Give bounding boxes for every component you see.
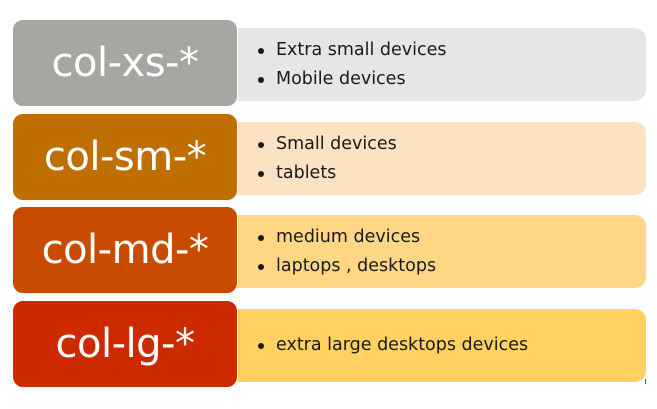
divider <box>645 379 646 384</box>
row-col-md: medium devices laptops , desktops col-md… <box>12 206 646 294</box>
bullet-item: Small devices <box>258 130 646 159</box>
row-col-lg: extra large desktops devices col-lg-* <box>12 300 646 388</box>
bullet-list: Extra small devices Mobile devices <box>258 36 646 94</box>
bullet-item: Mobile devices <box>258 65 646 94</box>
description-panel: extra large desktops devices <box>222 309 646 382</box>
description-panel: Extra small devices Mobile devices <box>222 28 646 101</box>
class-label-box: col-md-* <box>12 206 238 294</box>
bullet-item: extra large desktops devices <box>258 331 646 360</box>
row-col-sm: Small devices tablets col-sm-* <box>12 113 646 201</box>
description-panel: medium devices laptops , desktops <box>222 215 646 288</box>
row-col-xs: Extra small devices Mobile devices col-x… <box>12 19 646 107</box>
bullet-item: Extra small devices <box>258 36 646 65</box>
bullet-item: tablets <box>258 159 646 188</box>
class-label-box: col-sm-* <box>12 113 238 201</box>
description-panel: Small devices tablets <box>222 122 646 195</box>
bullet-list: Small devices tablets <box>258 130 646 188</box>
bullet-list: extra large desktops devices <box>258 331 646 360</box>
class-label-box: col-xs-* <box>12 19 238 107</box>
class-label-box: col-lg-* <box>12 300 238 388</box>
bullet-list: medium devices laptops , desktops <box>258 223 646 281</box>
bullet-item: laptops , desktops <box>258 252 646 281</box>
bullet-item: medium devices <box>258 223 646 252</box>
